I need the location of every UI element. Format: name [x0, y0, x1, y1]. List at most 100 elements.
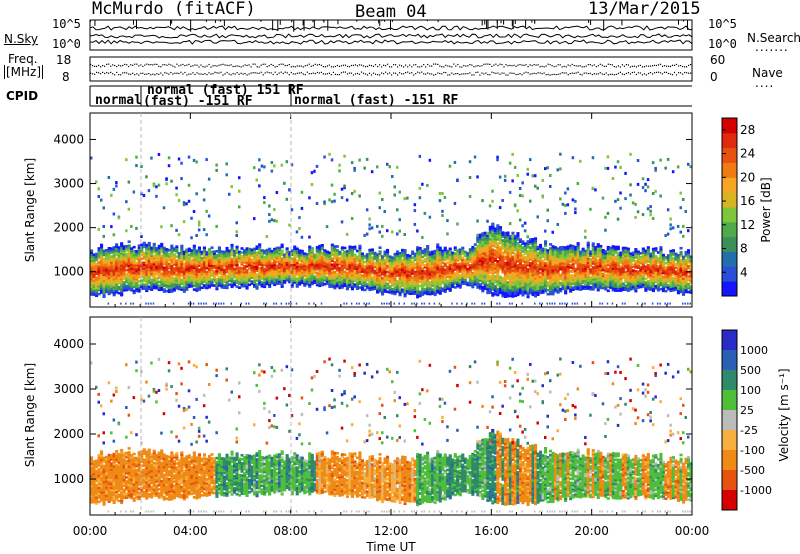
power-cell: [446, 281, 450, 285]
power-cell: [152, 276, 156, 280]
power-cell: [180, 246, 184, 250]
power-cell: [102, 269, 106, 273]
power-cell: [549, 280, 553, 284]
power-cell: [396, 250, 400, 254]
power-cell: [338, 286, 342, 290]
power-cell: [205, 250, 209, 254]
power-cell: [187, 273, 191, 276]
power-cell: [518, 285, 522, 289]
power-cell: [456, 253, 460, 256]
power-cell: [140, 281, 144, 284]
power-cell: [468, 266, 472, 269]
nave-dot: [539, 72, 541, 74]
power-cell: [348, 271, 352, 274]
power-cell: [378, 266, 382, 269]
power-cell: [167, 286, 171, 290]
power-cell: [130, 253, 134, 256]
power-cell: [461, 264, 465, 268]
power-cell: [401, 268, 405, 272]
freq-dot: [100, 66, 102, 68]
power-cell: [95, 264, 99, 268]
power-cell: [245, 269, 249, 272]
power-cell: [165, 269, 169, 273]
power-cell: [498, 236, 502, 239]
power-cell: [451, 261, 455, 265]
power-cell: [275, 276, 279, 280]
power-cell: [308, 285, 312, 288]
power-cell: [172, 261, 176, 264]
power-cell: [554, 285, 558, 289]
power-cell: [295, 249, 299, 253]
power-cell: [516, 209, 519, 213]
power-cell: [310, 171, 314, 175]
power-cell: [137, 244, 141, 247]
power-cell: [222, 284, 226, 287]
power-cell: [486, 255, 490, 259]
power-cell: [393, 262, 397, 266]
power-cell: [290, 273, 294, 276]
power-cell: [92, 281, 96, 284]
freq-dot: [657, 64, 660, 66]
nave-dot: [645, 74, 647, 76]
power-cell: [265, 256, 269, 260]
power-cell: [401, 284, 405, 288]
power-cell: [290, 269, 294, 272]
power-cell: [330, 277, 334, 280]
power-cell: [463, 254, 467, 258]
power-cell: [496, 234, 500, 237]
power-cell: [308, 249, 312, 253]
freq-dot: [393, 64, 395, 66]
power-cell: [105, 284, 109, 288]
power-cell: [513, 236, 517, 240]
nave-dot: [581, 74, 583, 76]
power-cell: [283, 265, 287, 268]
freq-dot: [256, 66, 258, 68]
power-cell: [263, 263, 267, 267]
power-cell: [421, 283, 425, 286]
power-cell: [187, 277, 191, 280]
freq-dot: [202, 66, 204, 68]
power-cell: [350, 263, 354, 267]
power-cell: [418, 252, 422, 256]
power-cell: [541, 178, 544, 182]
power-cell: [95, 256, 99, 260]
power-cell: [225, 260, 229, 264]
power-cell: [238, 176, 241, 180]
power-cell: [481, 256, 485, 259]
power-cell: [233, 273, 237, 277]
power-cell: [283, 273, 287, 276]
power-cell: [180, 286, 184, 289]
power-cell: [132, 302, 135, 305]
power-cell: [513, 266, 517, 270]
power-cell: [443, 272, 447, 276]
power-cell: [391, 268, 395, 271]
power-cell: [298, 257, 302, 260]
power-cell: [413, 278, 417, 282]
power-cell: [391, 264, 395, 267]
power-cell: [308, 259, 312, 263]
power-cell: [90, 255, 94, 259]
nave-dot: [114, 74, 116, 76]
power-cell: [335, 249, 339, 252]
power-cell: [546, 257, 550, 260]
power-cell: [207, 268, 211, 271]
power-cell: [172, 249, 176, 252]
power-cell: [488, 263, 492, 267]
power-cell: [285, 247, 289, 250]
power-cell: [170, 258, 174, 262]
power-cell: [396, 264, 400, 267]
power-cell: [127, 250, 131, 253]
power-cell: [370, 252, 374, 255]
power-cell: [278, 268, 282, 271]
power-cell: [539, 255, 543, 259]
power-cell: [541, 267, 545, 270]
power-cell: [513, 244, 517, 248]
power-cell: [458, 256, 462, 259]
power-cell: [293, 265, 297, 268]
power-cell: [145, 289, 149, 293]
power-cell: [260, 285, 264, 288]
power-cell: [245, 257, 249, 260]
power-cell: [205, 302, 207, 305]
power-cell: [283, 279, 287, 282]
